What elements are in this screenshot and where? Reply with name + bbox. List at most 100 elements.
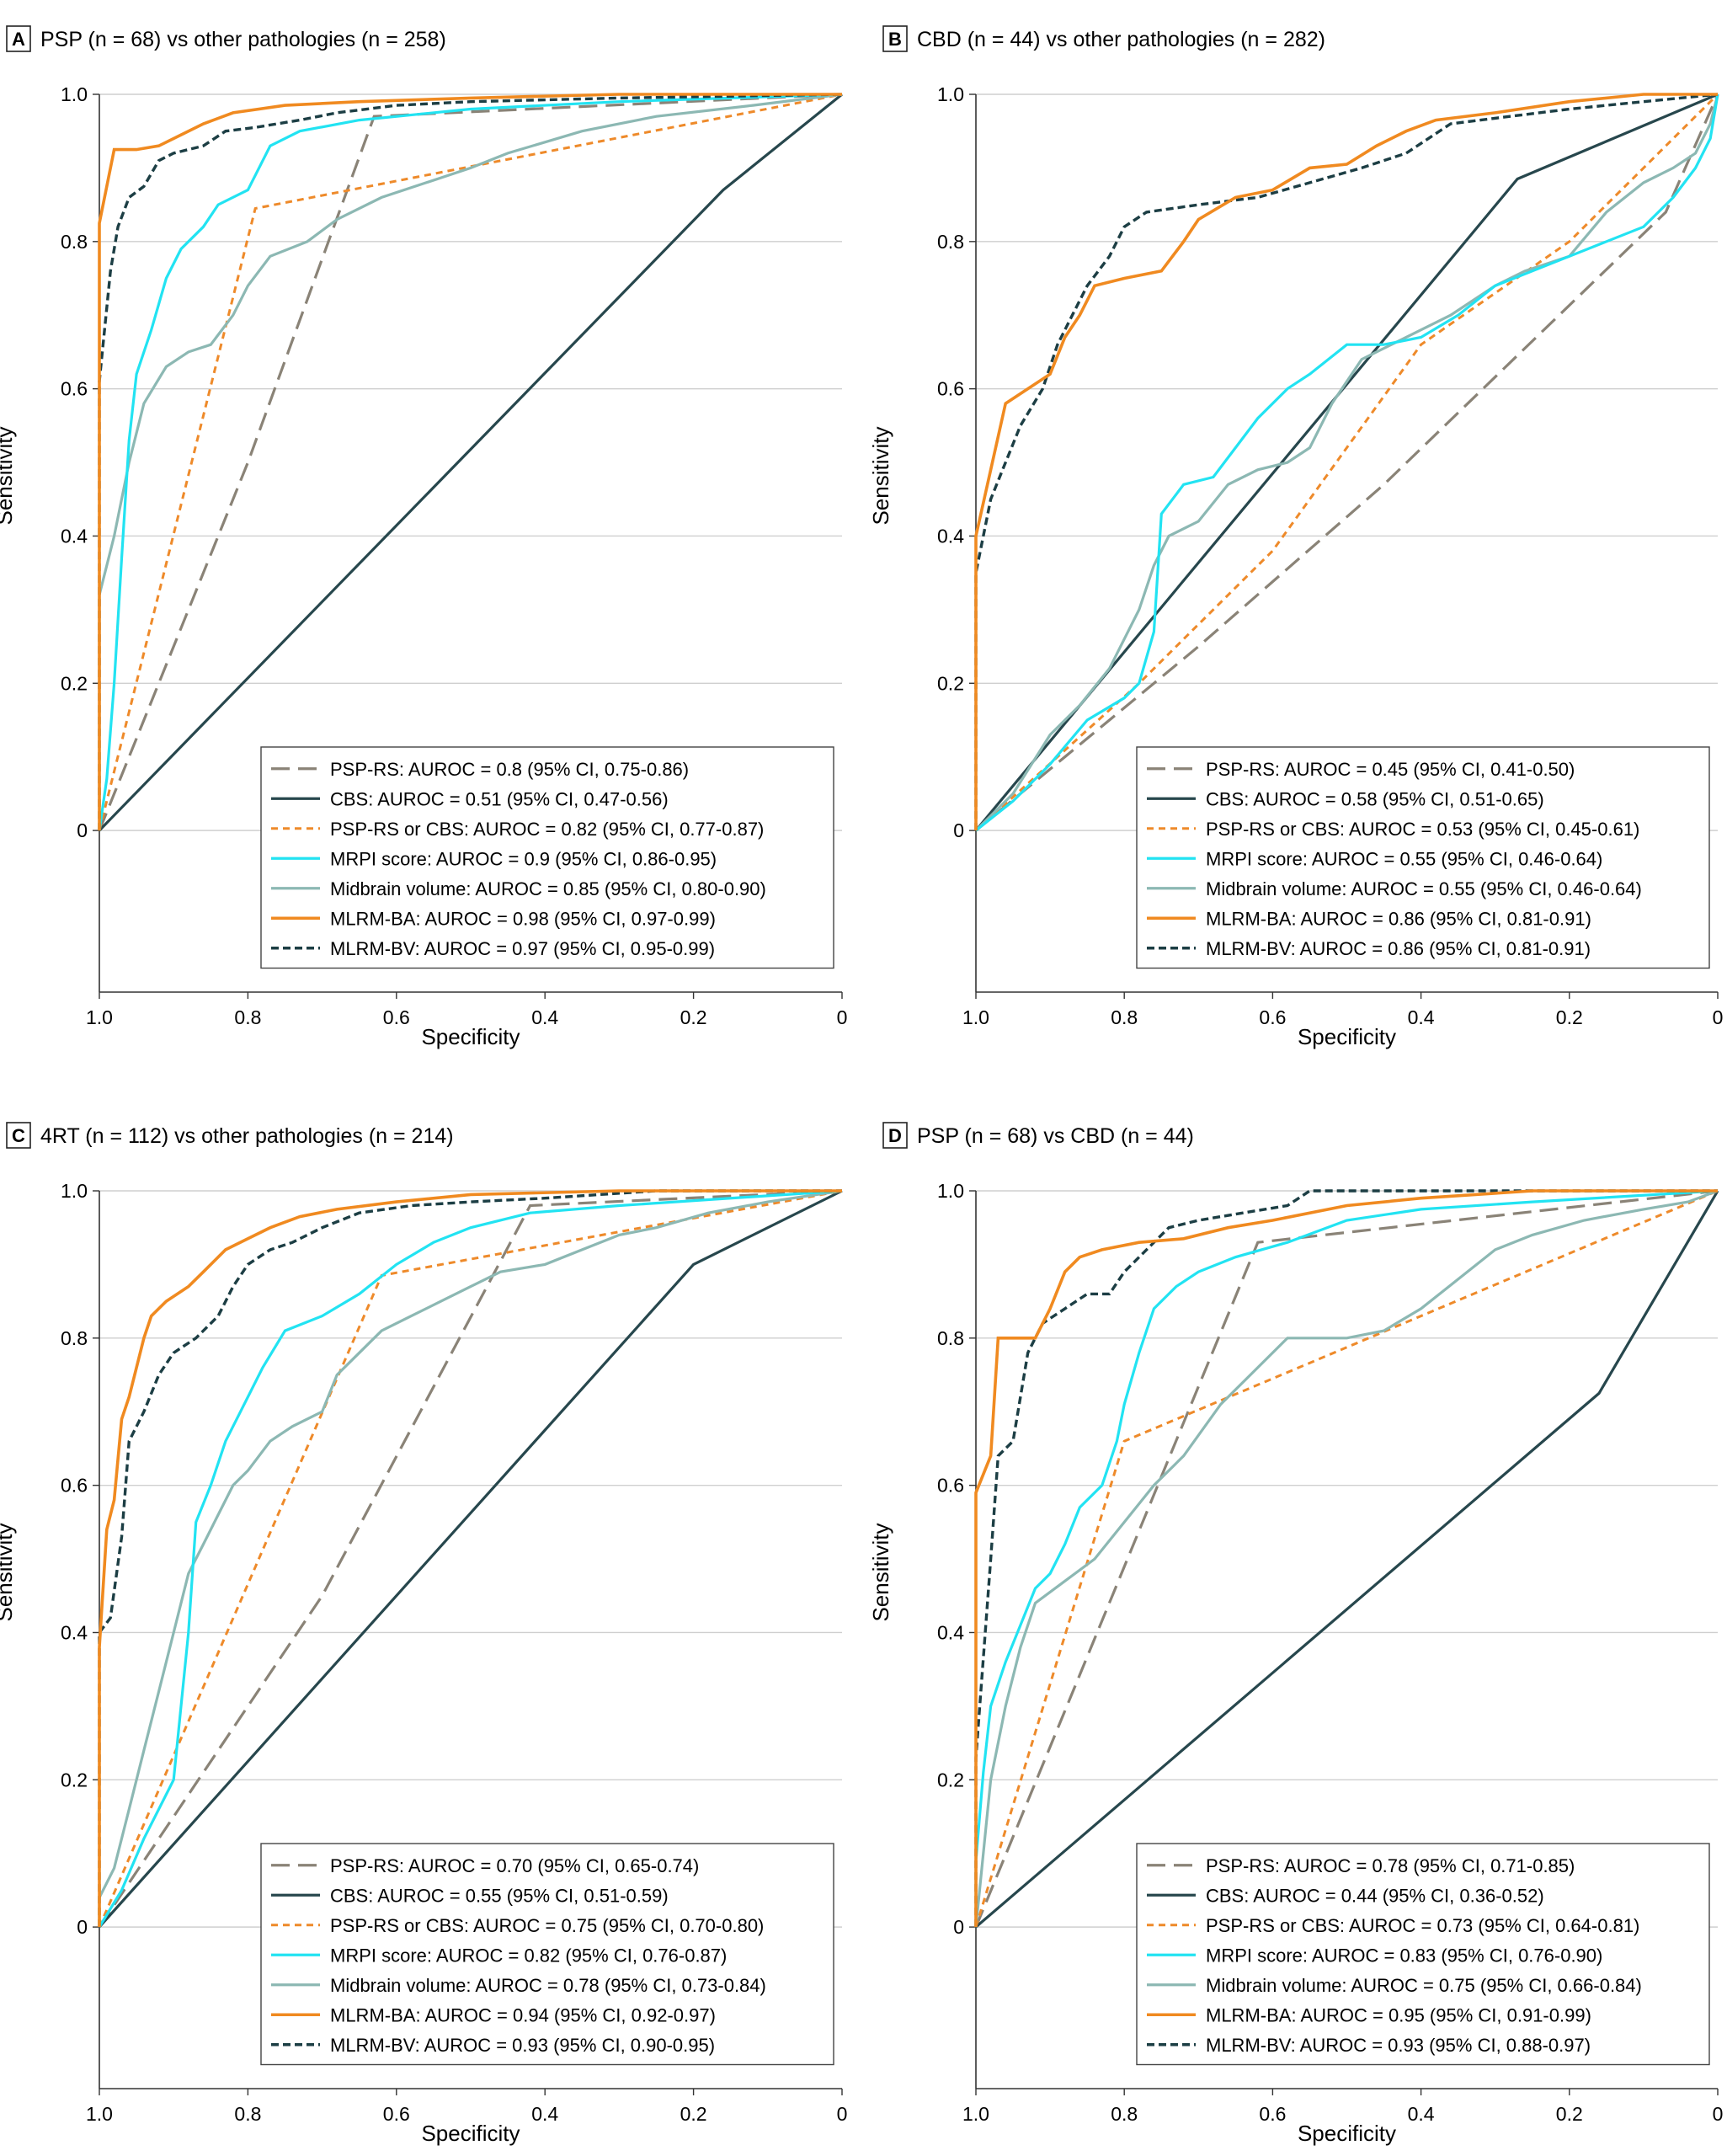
legend-label: Midbrain volume: AUROC = 0.55 (95% CI, 0… [1206,878,1642,899]
roc-curve-either [974,1189,1719,1928]
roc-curve-psprs [98,93,843,831]
y-axis-label: Sensitivity [868,1523,893,1621]
roc-curve-psprs [98,1189,843,1928]
legend-label: MRPI score: AUROC = 0.9 (95% CI, 0.86-0.… [330,848,717,869]
y-tick-label: 0 [953,819,964,841]
y-tick-label: 0.8 [61,1327,88,1349]
roc-curve-either [98,1189,843,1928]
panel-title: CBD (n = 44) vs other pathologies (n = 2… [917,28,1325,51]
legend-label: PSP-RS: AUROC = 0.70 (95% CI, 0.65-0.74) [330,1855,699,1876]
roc-curve-psprs [974,93,1719,832]
y-tick-label: 0.2 [61,1769,88,1790]
x-tick-label: 0.8 [1111,1006,1138,1028]
roc-curve-psprs [974,1189,1719,1928]
legend-label: MRPI score: AUROC = 0.55 (95% CI, 0.46-0… [1206,848,1602,869]
x-tick-label: 0.8 [234,1006,261,1028]
x-tick-label: 0.2 [680,2103,707,2125]
legend-label: MLRM-BV: AUROC = 0.86 (95% CI, 0.81-0.91… [1206,938,1591,959]
x-tick-label: 0.4 [1408,1006,1435,1028]
legend-label: MRPI score: AUROC = 0.82 (95% CI, 0.76-0… [330,1945,727,1966]
roc-curves [98,1189,843,1929]
y-tick-label: 0.6 [937,1475,964,1497]
legend: PSP-RS: AUROC = 0.78 (95% CI, 0.71-0.85)… [1136,1843,1710,2066]
y-tick-label: 0.8 [937,1327,964,1349]
panel-title: 4RT (n = 112) vs other pathologies (n = … [40,1124,454,1148]
legend-label: PSP-RS or CBS: AUROC = 0.75 (95% CI, 0.7… [330,1915,764,1936]
roc-curve-midbrain [98,93,843,831]
x-tick-label: 0.2 [680,1006,707,1028]
roc-curve-cbs [974,1190,1719,1929]
x-tick-label: 0 [1713,1006,1724,1028]
x-tick-label: 1.0 [962,2103,989,2125]
y-tick-label: 0.4 [61,525,88,547]
legend-label: CBS: AUROC = 0.55 (95% CI, 0.51-0.59) [330,1885,669,1906]
panel-letter: C [12,1125,25,1146]
y-tick-label: 0.8 [937,231,964,253]
legend-box [1136,746,1710,969]
legend-label: PSP-RS: AUROC = 0.45 (95% CI, 0.41-0.50) [1206,759,1575,780]
roc-curve-mrpi [975,93,1719,832]
legend-label: MLRM-BV: AUROC = 0.93 (95% CI, 0.88-0.97… [1206,2035,1591,2056]
legend-label: Midbrain volume: AUROC = 0.75 (95% CI, 0… [1206,1975,1642,1996]
legend-label: MRPI score: AUROC = 0.83 (95% CI, 0.76-0… [1206,1945,1602,1966]
x-tick-label: 0.4 [531,1006,558,1028]
x-tick-label: 0.6 [1259,1006,1286,1028]
legend-box [1136,1843,1710,2066]
legend-label: CBS: AUROC = 0.51 (95% CI, 0.47-0.56) [330,788,669,809]
x-tick-label: 0.4 [531,2103,558,2125]
x-tick-label: 0.8 [234,2103,261,2125]
x-tick-label: 1.0 [86,1006,113,1028]
roc-curve-mrpi [974,1189,1719,1928]
roc-curve-midbrain [974,93,1719,832]
legend-label: Midbrain volume: AUROC = 0.85 (95% CI, 0… [330,878,766,899]
panel-letter-box [6,1122,31,1149]
y-tick-label: 0.2 [937,672,964,694]
y-tick-label: 0 [953,1916,964,1938]
x-tick-label: 0 [1713,2103,1724,2125]
x-tick-label: 0.6 [1259,2103,1286,2125]
y-tick-label: 0 [77,819,88,841]
x-tick-label: 1.0 [962,1006,989,1028]
panel-title: PSP (n = 68) vs other pathologies (n = 2… [40,28,446,51]
panel-letter-box [882,1122,908,1149]
legend-label: MLRM-BA: AUROC = 0.95 (95% CI, 0.91-0.99… [1206,2004,1591,2025]
y-tick-label: 0.2 [937,1769,964,1790]
panel-letter-box [6,25,31,52]
roc-curve-mrpi [98,93,843,831]
y-tick-label: 0.4 [937,525,964,547]
y-tick-label: 0.4 [61,1621,88,1643]
roc-curve-mlrmbv [98,93,843,831]
roc-curve-mlrmbv [974,93,1719,831]
legend-label: PSP-RS or CBS: AUROC = 0.73 (95% CI, 0.6… [1206,1915,1639,1936]
legend-label: CBS: AUROC = 0.44 (95% CI, 0.36-0.52) [1206,1885,1544,1906]
panel-c: C 4RT (n = 112) vs other pathologies (n =… [0,1122,848,2146]
roc-curve-mrpi [98,1189,843,1928]
roc-curves [98,93,844,832]
roc-curve-mlrmbv [974,1189,1718,1928]
legend-label: PSP-RS or CBS: AUROC = 0.53 (95% CI, 0.4… [1206,819,1639,840]
y-tick-label: 0.6 [937,378,964,400]
y-tick-label: 1.0 [937,83,964,105]
legend-label: MLRM-BV: AUROC = 0.97 (95% CI, 0.95-0.99… [330,938,715,959]
legend: PSP-RS: AUROC = 0.8 (95% CI, 0.75-0.86) C… [260,746,834,969]
y-tick-label: 0.2 [61,672,88,694]
x-tick-label: 1.0 [86,2103,113,2125]
panel-letter-box [882,25,908,52]
panel-title: PSP (n = 68) vs CBD (n = 44) [917,1124,1194,1148]
legend-box [260,1843,834,2066]
x-tick-label: 0.6 [383,1006,410,1028]
x-axis-label: Specificity [1298,1024,1396,1049]
roc-curve-mlrmba [974,1189,1718,1928]
legend: PSP-RS: AUROC = 0.45 (95% CI, 0.41-0.50)… [1136,746,1710,969]
y-tick-label: 0.6 [61,1475,88,1497]
legend-label: MLRM-BA: AUROC = 0.86 (95% CI, 0.81-0.91… [1206,908,1591,929]
panel-b: B CBD (n = 44) vs other pathologies (n = … [868,25,1724,1049]
x-tick-label: 0 [837,2103,848,2125]
x-tick-label: 0.2 [1556,2103,1583,2125]
legend-label: PSP-RS: AUROC = 0.8 (95% CI, 0.75-0.86) [330,759,689,780]
y-tick-label: 1.0 [937,1180,964,1202]
roc-curve-mlrmba [98,93,842,831]
y-tick-label: 1.0 [61,83,88,105]
x-tick-label: 0.2 [1556,1006,1583,1028]
x-axis-label: Specificity [421,2121,520,2146]
